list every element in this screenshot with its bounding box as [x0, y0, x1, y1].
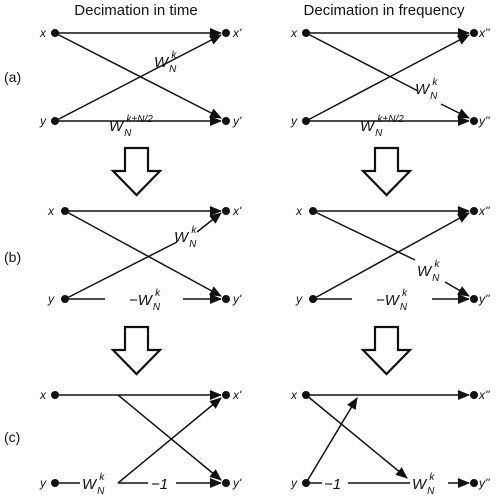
twiddle-wnk-half-a-time: WNk+N/2 — [109, 114, 153, 139]
node-x — [302, 29, 310, 37]
twiddle-wnk-b-time: WNk — [174, 225, 197, 250]
edge-x-to-ydbl-seg1 — [305, 32, 419, 92]
node-x — [302, 391, 310, 399]
twiddle-wnk-c-frequency: WNk — [412, 472, 435, 496]
row-label-a: (a) — [4, 69, 21, 85]
header-decimation-in-frequency: Decimation in frequency — [304, 2, 465, 19]
label-xdbl: x'' — [478, 26, 490, 40]
label-x: x — [47, 204, 55, 218]
label-y: y — [295, 292, 303, 306]
multiplier-minus-one: −1 — [324, 476, 341, 493]
edge-y-to-xprime-seg1 — [64, 241, 178, 300]
down-arrow-icon — [360, 325, 413, 376]
label-xprime: x' — [232, 204, 242, 218]
node-xprime — [222, 29, 230, 37]
header-decimation-in-time: Decimation in time — [74, 2, 197, 19]
twiddle-wnk-half-a-frequency: WNk+N/2 — [360, 114, 404, 139]
node-xdbl — [470, 207, 478, 215]
multiplier-minus-one: −1 — [151, 476, 168, 493]
edge-x-to-ydbl-seg2 — [444, 281, 470, 297]
node-yprime — [222, 479, 230, 487]
edge-x-to-ydbl-seg1 — [312, 210, 416, 261]
label-xprime: x' — [232, 388, 242, 402]
edge-x-to-ydbl-seg2 — [440, 103, 470, 119]
node-ydbl — [470, 117, 478, 125]
node-y — [51, 479, 59, 487]
node-ydbl — [470, 295, 478, 303]
twiddle-wnk-b-frequency: WNk — [417, 259, 440, 284]
label-y: y — [47, 292, 55, 306]
label-ydbl: y'' — [478, 292, 490, 306]
node-xprime — [222, 391, 230, 399]
node-yprime — [222, 295, 230, 303]
twiddle-wnk-a-frequency: WNk — [415, 77, 438, 102]
label-x: x — [290, 26, 298, 40]
edge-x-to-yprime — [64, 210, 222, 297]
node-y — [51, 117, 59, 125]
down-arrow-icon — [360, 146, 413, 197]
edge-branch-to-xprime — [117, 397, 222, 484]
label-x: x — [39, 388, 47, 402]
label-y: y — [39, 114, 47, 128]
node-xdbl — [470, 29, 478, 37]
butterfly-a-frequency: x y x'' y'' WNk WNk+N/2 — [290, 26, 490, 139]
label-y: y — [290, 114, 298, 128]
edge-y-to-xprime-seg2 — [196, 212, 222, 233]
label-x: x — [39, 26, 47, 40]
label-yprime: y' — [232, 292, 242, 306]
twiddle-wnk-a-time: WNk — [154, 50, 177, 75]
label-ydbl: y'' — [478, 476, 490, 490]
label-xprime: x' — [232, 26, 242, 40]
label-xdbl: x'' — [478, 204, 490, 218]
label-y: y — [39, 476, 47, 490]
twiddle-wnk-c-time: WNk — [82, 472, 105, 496]
node-x — [51, 29, 59, 37]
butterfly-c-time: x y x' y' WNk −1 — [39, 388, 242, 496]
node-xprime — [222, 207, 230, 215]
node-y — [302, 479, 310, 487]
edge-x-to-twiddle — [305, 394, 408, 479]
node-ydbl — [470, 479, 478, 487]
down-arrow-icon — [110, 146, 163, 197]
label-x: x — [290, 388, 298, 402]
butterfly-b-frequency: x y x'' y'' WNk −WNk — [295, 204, 490, 313]
edge-y-to-xdbl — [305, 34, 470, 122]
down-arrow-icon — [110, 325, 163, 376]
butterfly-a-time: x y x' y' WNk WNk+N/2 — [39, 26, 242, 139]
twiddle-neg-wnk-b-frequency: −WNk — [376, 288, 408, 313]
label-x: x — [295, 204, 303, 218]
label-xdbl: x'' — [478, 388, 490, 402]
node-x — [309, 207, 317, 215]
label-ydbl: y'' — [478, 114, 490, 128]
row-label-c: (c) — [4, 429, 20, 445]
label-y: y — [290, 476, 298, 490]
node-x — [51, 391, 59, 399]
node-xdbl — [470, 391, 478, 399]
edge-branch-to-yprime — [117, 394, 222, 481]
label-yprime: y' — [232, 476, 242, 490]
edge-y-to-xprime — [54, 34, 222, 122]
edge-y-to-xdbl — [312, 212, 470, 300]
node-yprime — [222, 117, 230, 125]
twiddle-neg-wnk-b-time: −WNk — [129, 288, 161, 313]
butterfly-c-frequency: x y x'' y'' −1 WNk — [290, 388, 490, 496]
edge-y-to-xbranch — [305, 397, 358, 484]
node-y — [61, 295, 69, 303]
node-x — [61, 207, 69, 215]
label-yprime: y' — [232, 114, 242, 128]
node-y — [302, 117, 310, 125]
node-y — [309, 295, 317, 303]
edge-x-to-yprime — [54, 32, 222, 119]
row-label-b: (b) — [4, 249, 21, 265]
butterfly-b-time: x y x' y' WNk −WNk — [47, 204, 242, 313]
